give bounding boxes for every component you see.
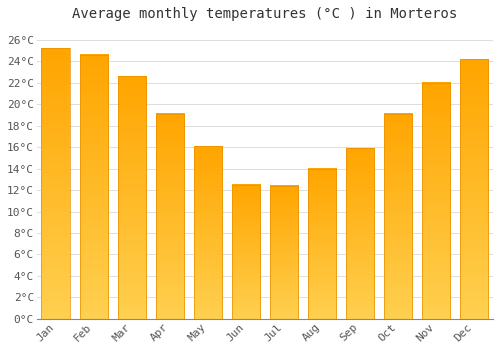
- Bar: [42, 48, 70, 319]
- Bar: [384, 114, 412, 319]
- Bar: [194, 146, 222, 319]
- Bar: [346, 148, 374, 319]
- Bar: [80, 55, 108, 319]
- Bar: [346, 148, 374, 319]
- Bar: [232, 185, 260, 319]
- Bar: [42, 48, 70, 319]
- Bar: [422, 83, 450, 319]
- Bar: [460, 59, 488, 319]
- Title: Average monthly temperatures (°C ) in Morteros: Average monthly temperatures (°C ) in Mo…: [72, 7, 458, 21]
- Bar: [422, 83, 450, 319]
- Bar: [270, 186, 298, 319]
- Bar: [460, 59, 488, 319]
- Bar: [384, 114, 412, 319]
- Bar: [308, 169, 336, 319]
- Bar: [232, 185, 260, 319]
- Bar: [308, 169, 336, 319]
- Bar: [80, 55, 108, 319]
- Bar: [118, 76, 146, 319]
- Bar: [194, 146, 222, 319]
- Bar: [118, 76, 146, 319]
- Bar: [156, 114, 184, 319]
- Bar: [156, 114, 184, 319]
- Bar: [270, 186, 298, 319]
